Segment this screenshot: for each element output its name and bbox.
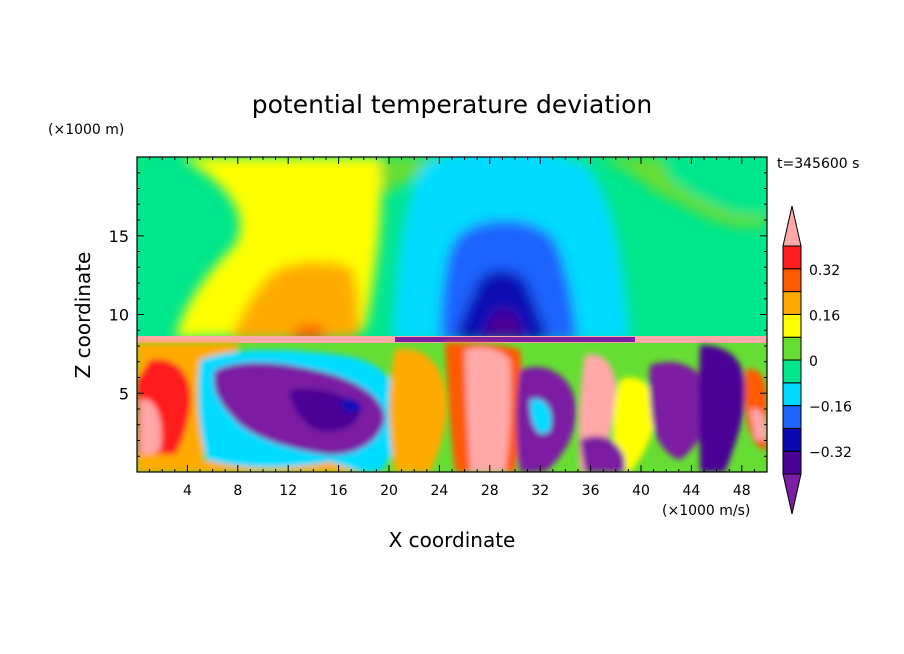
colorbar-box xyxy=(782,245,802,270)
colorbar-box xyxy=(782,336,802,361)
colorbar-extend-min xyxy=(782,473,802,515)
x-tick-label: 48 xyxy=(733,483,751,499)
x-tick-label: 20 xyxy=(380,483,398,499)
colorbar-tick-label: 0.16 xyxy=(809,308,840,324)
colorbar-box xyxy=(782,313,802,338)
y-tick-label: 15 xyxy=(109,227,129,246)
x-tick-label: 24 xyxy=(430,483,448,499)
colorbar-extend-max xyxy=(782,205,802,247)
colorbar-box xyxy=(782,382,802,407)
x-tick-label: 8 xyxy=(233,483,242,499)
y-tick-label: 5 xyxy=(119,384,129,403)
colorbar: 0.32 0.16 0 −0.16 −0.32 xyxy=(782,205,852,515)
contour-field xyxy=(137,157,767,472)
x-tick-label: 12 xyxy=(279,483,297,499)
x-tick-label: 44 xyxy=(682,483,700,499)
x-tick-label: 36 xyxy=(582,483,600,499)
colorbar-tick-label: −0.16 xyxy=(809,400,852,416)
colorbar-box xyxy=(782,359,802,384)
y-axis-title: Z coordinate xyxy=(71,252,95,379)
y-ticks: 5 10 15 xyxy=(109,172,767,457)
time-label: t=345600 s xyxy=(777,156,859,172)
chart-title: potential temperature deviation xyxy=(252,90,652,119)
x-tick-label: 4 xyxy=(183,483,192,499)
colorbar-box xyxy=(782,268,802,293)
y-tick-label: 10 xyxy=(109,306,129,325)
x-tick-label: 40 xyxy=(632,483,650,499)
x-ticks: 4 8 12 16 20 24 28 32 36 40 44 48 xyxy=(149,157,755,499)
y-unit-label: (×1000 m) xyxy=(48,122,124,138)
colorbar-box xyxy=(782,427,802,452)
colorbar-tick-label: 0.32 xyxy=(809,263,840,279)
x-unit-label: (×1000 m/s) xyxy=(662,503,750,519)
colorbar-tick-label: 0 xyxy=(809,354,818,370)
x-tick-label: 28 xyxy=(481,483,499,499)
colorbar-box xyxy=(782,450,802,475)
colorbar-box xyxy=(782,405,802,429)
x-tick-label: 16 xyxy=(330,483,348,499)
x-tick-label: 32 xyxy=(531,483,549,499)
colorbar-box xyxy=(782,291,802,315)
colorbar-tick-label: −0.32 xyxy=(809,445,852,461)
x-axis-title: X coordinate xyxy=(389,528,516,552)
